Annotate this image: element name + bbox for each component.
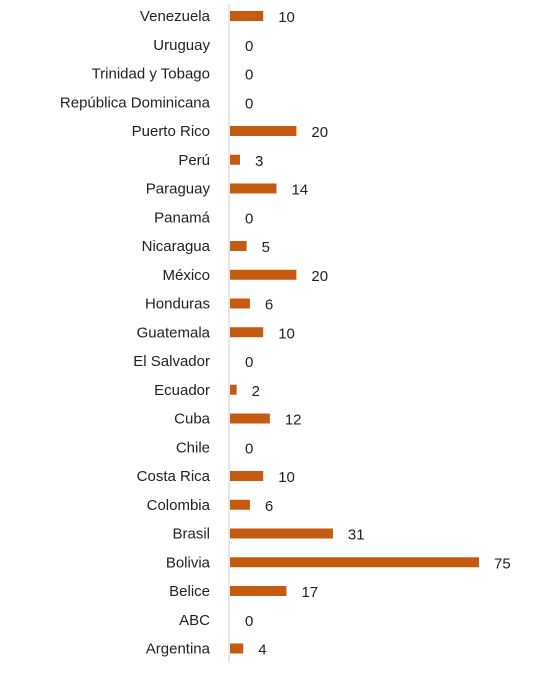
data-label: 10 [278,469,295,486]
bar [230,269,297,280]
data-label: 10 [278,325,295,342]
bar [230,183,277,194]
category-label: Uruguay [153,37,210,54]
category-label: Paraguay [146,181,211,198]
category-label: Chile [176,439,210,456]
data-label: 17 [301,584,318,601]
data-label: 0 [245,613,253,630]
bar [230,384,237,395]
data-label: 0 [245,354,253,371]
category-label: Ecuador [154,382,210,399]
category-label: Cuba [174,411,211,428]
data-label: 20 [311,124,328,141]
category-label: ABC [179,612,210,629]
data-label: 2 [252,383,260,400]
data-label: 12 [285,412,302,429]
category-label: México [162,267,210,284]
category-label: Costa Rica [137,468,211,485]
bar [230,154,240,165]
data-label: 5 [262,239,270,256]
data-label: 75 [494,555,511,572]
category-label: Belice [169,583,210,600]
category-label: Argentina [146,641,211,658]
category-label: Guatemala [137,324,211,341]
data-label: 0 [245,95,253,112]
data-label: 0 [245,210,253,227]
bar [230,413,270,424]
bar [230,471,264,481]
data-label: 14 [291,182,308,199]
category-label: Perú [178,152,210,169]
category-label: Brasil [172,526,210,543]
category-label: Nicaragua [142,238,211,255]
data-label: 4 [258,642,266,659]
category-label: Bolivia [166,554,211,571]
category-label: Venezuela [140,8,211,25]
bar [230,528,333,539]
bar [230,327,264,338]
category-label: Colombia [147,497,211,514]
category-label: Panamá [154,209,211,226]
bar [230,11,264,21]
bar [230,499,250,510]
bar [230,586,287,596]
category-label: Puerto Rico [132,123,210,140]
bar [230,241,247,251]
data-label: 6 [265,297,273,314]
data-label: 20 [311,268,328,285]
data-label: 31 [348,527,365,544]
category-label: Honduras [145,296,210,313]
bar [230,298,250,309]
category-label: República Dominicana [60,94,211,111]
data-label: 0 [245,38,253,55]
bar [230,643,244,654]
bar [230,126,297,136]
data-label: 0 [245,440,253,457]
data-label: 3 [255,153,263,170]
category-label: Trinidad y Tobago [92,66,210,83]
data-label: 0 [245,67,253,84]
bar [230,557,479,568]
data-label: 10 [278,9,295,26]
category-label: El Salvador [133,353,210,370]
data-label: 6 [265,498,273,515]
